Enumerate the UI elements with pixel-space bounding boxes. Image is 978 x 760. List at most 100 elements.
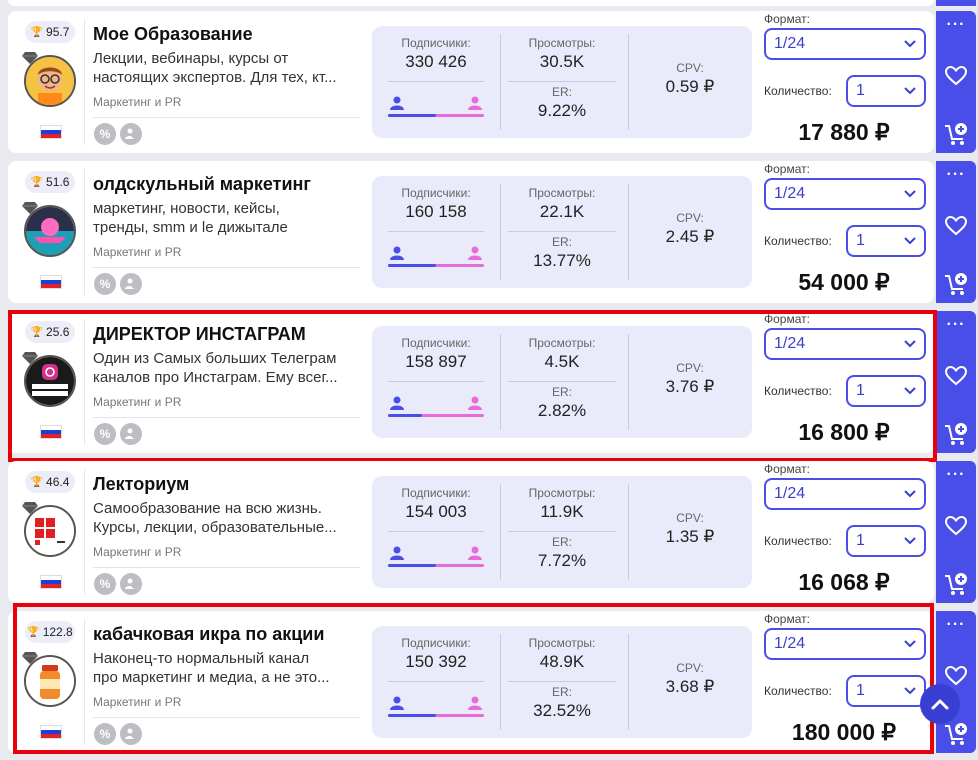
divider [84,319,85,445]
format-value: 1/24 [774,485,806,502]
add-to-cart-icon[interactable] [943,271,969,297]
divider [84,19,85,145]
add-to-cart-icon[interactable] [943,721,969,747]
heart-icon[interactable] [945,666,967,686]
er-value: 13.77% [533,251,591,270]
channel-card[interactable]: 🏆 51.6 олдскульный маркетинг маркетинг, … [8,161,934,303]
stats-panel: Подписчики: 154 003 Просмотры: 11.9K ER:… [372,476,752,588]
diamond-icon [22,652,38,664]
description-line-1: Самообразование на всю жизнь. [93,500,322,517]
channel-avatar[interactable] [24,655,76,707]
channel-title[interactable]: ДИРЕКТОР ИНСТАГРАМ [93,324,306,344]
divider [93,417,360,418]
female-icon [468,246,482,260]
quantity-select[interactable]: 1 [846,375,926,407]
divider [93,117,360,118]
subscribers-label: Подписчики: [401,186,471,200]
divider [388,681,484,682]
more-options-icon[interactable]: ··· [946,16,966,33]
channel-description: маркетинг, новости, кейсы, тренды, smm и… [93,199,361,237]
divider [388,531,484,532]
channel-card[interactable]: 🏆 46.4 Лекториум Самообразование на всю … [8,461,934,603]
quantity-select[interactable]: 1 [846,225,926,257]
format-select[interactable]: 1/24 [764,178,926,210]
gender-ratio-bar [388,264,484,267]
er-label: ER: [551,535,572,549]
chevron-down-icon [904,340,916,348]
er-label: ER: [551,85,572,99]
er-value: 32.52% [533,701,591,720]
rating-badge: 🏆 25.6 [25,321,75,343]
divider [500,184,501,280]
feature-badges: % [94,123,142,145]
male-icon [390,246,404,260]
channel-title[interactable]: Лекториум [93,474,190,494]
channel-avatar[interactable] [24,205,76,257]
card-actions: ··· [936,11,976,153]
channel-title[interactable]: олдскульный маркетинг [93,174,311,194]
views-value: 4.5K [544,352,580,371]
format-value: 1/24 [774,335,806,352]
channel-card[interactable]: 🏆 95.7 Мое Образование Лекции, вебинары,… [8,11,934,153]
channel-avatar[interactable] [24,505,76,557]
format-select[interactable]: 1/24 [764,28,926,60]
quantity-value: 1 [856,382,865,399]
divider [500,484,501,580]
views-value: 48.9K [539,652,585,671]
divider [84,469,85,595]
quantity-select[interactable]: 1 [846,75,926,107]
more-options-icon[interactable]: ··· [946,316,966,333]
add-to-cart-icon[interactable] [943,571,969,597]
channel-card[interactable]: 🏆 122.8 кабачковая икра по акции Наконец… [8,611,934,753]
quantity-select[interactable]: 1 [846,525,926,557]
channel-title[interactable]: кабачковая икра по акции [93,624,325,644]
format-select[interactable]: 1/24 [764,478,926,510]
format-label: Формат: [764,162,810,176]
rating-value: 51.6 [46,175,70,189]
add-to-cart-icon[interactable] [943,121,969,147]
channel-title[interactable]: Мое Образование [93,24,253,44]
description-line-2: Курсы, лекции, образовательные... [93,519,337,536]
channel-category: Маркетинг и PR [93,395,182,409]
gender-ratio-bar [388,564,484,567]
channel-avatar-wrap[interactable] [22,352,76,407]
er-value: 7.72% [537,551,587,570]
format-select[interactable]: 1/24 [764,328,926,360]
heart-icon[interactable] [945,366,967,386]
more-options-icon[interactable]: ··· [946,466,966,483]
channel-avatar-wrap[interactable] [22,502,76,557]
subscribers-label: Подписчики: [401,486,471,500]
heart-icon[interactable] [945,216,967,236]
subscribers-value: 154 003 [405,502,467,521]
channel-avatar-wrap[interactable] [22,52,76,107]
subscribers-value: 330 426 [405,52,467,71]
format-label: Формат: [764,12,810,26]
channel-avatar-wrap[interactable] [22,202,76,257]
add-to-cart-icon[interactable] [943,421,969,447]
channel-description: Лекции, вебинары, курсы от настоящих экс… [93,49,361,87]
scroll-to-top-button[interactable] [920,684,960,724]
diamond-icon [22,502,38,514]
heart-icon[interactable] [945,66,967,86]
quantity-select[interactable]: 1 [846,675,926,707]
views-value: 22.1K [539,202,585,221]
feature-badges: % [94,723,142,745]
channel-avatar[interactable] [24,355,76,407]
divider [508,81,616,82]
rating-value: 46.4 [46,475,70,489]
divider [84,619,85,745]
divider [628,634,629,730]
format-select[interactable]: 1/24 [764,628,926,660]
diamond-icon [22,202,38,214]
female-icon [468,396,482,410]
heart-icon[interactable] [945,516,967,536]
divider [628,334,629,430]
channel-avatar-wrap[interactable] [22,652,76,707]
discount-icon: % [94,723,116,745]
description-line-2: тренды, smm и le дижыталe [93,219,288,236]
chevron-down-icon [904,537,916,545]
more-options-icon[interactable]: ··· [946,616,966,633]
channel-avatar[interactable] [24,55,76,107]
more-options-icon[interactable]: ··· [946,166,966,183]
channel-card[interactable]: 🏆 25.6 ДИРЕКТОР ИНСТАГРАМ Один из Самых … [8,311,934,453]
